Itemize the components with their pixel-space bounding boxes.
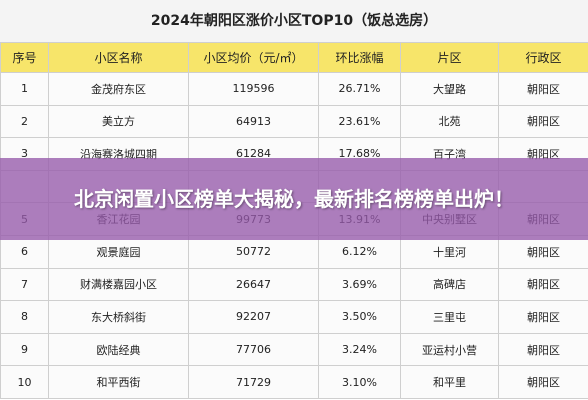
cell: 朝阳区 [498, 300, 588, 334]
column-header: 环比涨幅 [318, 42, 401, 73]
cell: 朝阳区 [498, 365, 588, 399]
cell: 亚运村小营 [400, 332, 499, 367]
cell: 朝阳区 [498, 234, 588, 269]
cell: 欧陆经典 [48, 332, 189, 367]
cell: 3.50% [318, 300, 401, 334]
cell: 高碑店 [400, 267, 499, 302]
cell: 71729 [188, 365, 319, 399]
cell: 朝阳区 [498, 332, 588, 367]
header-row: 序号 小区名称 小区均价（元/㎡） 环比涨幅 片区 行政区 [0, 42, 588, 73]
table-title: 2024年朝阳区涨价小区TOP10（饭总选房） [0, 0, 588, 42]
cell: 观景庭园 [48, 234, 189, 269]
table-row: 6 观景庭园 50772 6.12% 十里河 朝阳区 [0, 234, 588, 269]
cell: 7 [0, 267, 49, 302]
table-row: 2 美立方 64913 23.61% 北苑 朝阳区 [0, 104, 588, 139]
cell: 8 [0, 300, 49, 334]
cell: 6.12% [318, 234, 401, 269]
cell: 92207 [188, 300, 319, 334]
column-header: 小区均价（元/㎡） [188, 42, 319, 73]
table-row: 9 欧陆经典 77706 3.24% 亚运村小营 朝阳区 [0, 332, 588, 367]
table-row: 1 金茂府东区 119596 26.71% 大望路 朝阳区 [0, 72, 588, 106]
cell: 77706 [188, 332, 319, 367]
column-header: 行政区 [498, 42, 588, 73]
cell: 119596 [188, 72, 319, 106]
cell: 10 [0, 365, 49, 399]
table-row: 8 东大桥斜街 92207 3.50% 三里屯 朝阳区 [0, 300, 588, 334]
cell: 北苑 [400, 104, 499, 139]
banner-text: 北京闲置小区榜单大揭秘，最新排名榜榜单出炉！ [74, 187, 514, 211]
column-header: 片区 [400, 42, 499, 73]
banner: 北京闲置小区榜单大揭秘，最新排名榜榜单出炉！ [0, 158, 588, 240]
cell: 26.71% [318, 72, 401, 106]
cell: 26647 [188, 267, 319, 302]
cell: 9 [0, 332, 49, 367]
cell: 三里屯 [400, 300, 499, 334]
column-header: 小区名称 [48, 42, 189, 73]
cell: 50772 [188, 234, 319, 269]
cell: 23.61% [318, 104, 401, 139]
cell: 和平里 [400, 365, 499, 399]
cell: 朝阳区 [498, 267, 588, 302]
cell: 6 [0, 234, 49, 269]
cell: 3.24% [318, 332, 401, 367]
cell: 和平西街 [48, 365, 189, 399]
cell: 朝阳区 [498, 104, 588, 139]
cell: 64913 [188, 104, 319, 139]
cell: 财满楼嘉园小区 [48, 267, 189, 302]
table-row: 7 财满楼嘉园小区 26647 3.69% 高碑店 朝阳区 [0, 267, 588, 302]
cell: 3.69% [318, 267, 401, 302]
cell: 大望路 [400, 72, 499, 106]
cell: 2 [0, 104, 49, 139]
column-header: 序号 [0, 42, 49, 73]
cell: 金茂府东区 [48, 72, 189, 106]
cell: 3.10% [318, 365, 401, 399]
cell: 1 [0, 72, 49, 106]
table-row: 10 和平西街 71729 3.10% 和平里 朝阳区 [0, 365, 588, 399]
cell: 美立方 [48, 104, 189, 139]
cell: 朝阳区 [498, 72, 588, 106]
cell: 十里河 [400, 234, 499, 269]
cell: 东大桥斜街 [48, 300, 189, 334]
